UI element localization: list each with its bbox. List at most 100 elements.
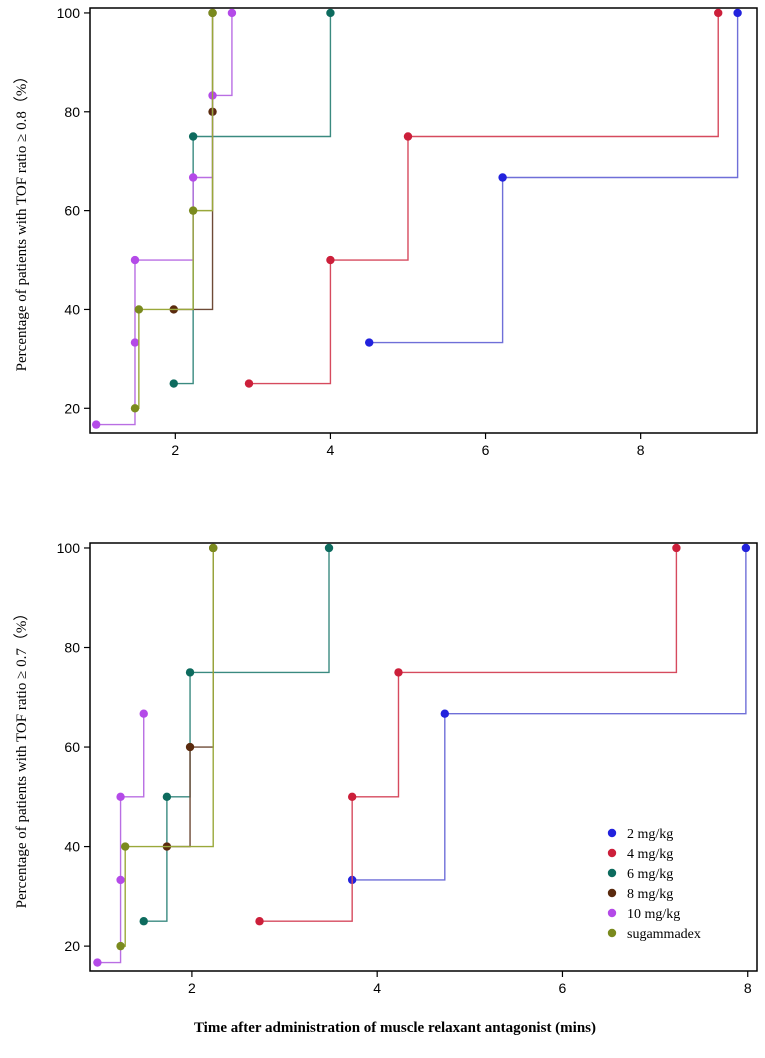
data-point bbox=[188, 173, 198, 182]
plot-frame bbox=[89, 7, 758, 434]
series-6-mg-kg bbox=[169, 8, 335, 388]
data-point bbox=[185, 742, 195, 752]
x-tick-label: 8 bbox=[744, 980, 752, 996]
legend-label: 10 mg/kg bbox=[627, 907, 680, 922]
series-line bbox=[248, 12, 719, 385]
legend-label: sugammadex bbox=[627, 927, 701, 942]
x-tick-label: 2 bbox=[171, 442, 179, 458]
series-line bbox=[134, 12, 214, 409]
legend-item-6-mg-kg: 6 mg/kg bbox=[607, 867, 673, 882]
data-point bbox=[116, 875, 125, 885]
data-point bbox=[347, 792, 357, 802]
data-point bbox=[365, 338, 374, 347]
data-point bbox=[93, 958, 102, 967]
series-2-mg-kg bbox=[365, 8, 742, 347]
legend-marker bbox=[607, 828, 617, 838]
y-tick-label: 40 bbox=[64, 839, 80, 855]
panel-bottom: 2 4 6 8 20 40 60 80 100 Percentage of patients w… bbox=[13, 540, 758, 1036]
legend-item-10-mg-kg: 10 mg/kg bbox=[607, 907, 680, 922]
y-tick-label: 80 bbox=[64, 640, 80, 656]
data-point bbox=[326, 255, 335, 265]
legend-label: 8 mg/kg bbox=[627, 887, 673, 902]
y-axis-label: Percentage of patients with TOF ratio ≥ … bbox=[13, 606, 30, 909]
series-line bbox=[352, 547, 747, 881]
legend-label: 4 mg/kg bbox=[627, 847, 673, 862]
legend-marker bbox=[607, 888, 617, 898]
series-4-mg-kg bbox=[244, 8, 723, 388]
y-tick-label: 40 bbox=[64, 301, 80, 317]
series-line bbox=[259, 547, 678, 922]
series-line bbox=[173, 12, 332, 385]
y-tick-label: 60 bbox=[64, 739, 80, 755]
data-point bbox=[227, 8, 237, 18]
x-tick-label: 4 bbox=[373, 980, 381, 996]
series-line bbox=[97, 713, 145, 964]
x-tick-label: 2 bbox=[188, 980, 196, 996]
series-sugammadex bbox=[130, 8, 217, 413]
data-point bbox=[130, 255, 140, 265]
series-sugammadex bbox=[116, 543, 218, 951]
series-line bbox=[143, 547, 330, 922]
x-tick-label: 6 bbox=[559, 980, 567, 996]
y-tick-label: 20 bbox=[64, 938, 80, 954]
data-point bbox=[741, 543, 751, 553]
data-point bbox=[209, 543, 218, 553]
data-point bbox=[324, 543, 334, 553]
data-point bbox=[130, 404, 140, 413]
data-point bbox=[440, 709, 450, 718]
data-point bbox=[188, 206, 198, 215]
data-point bbox=[394, 668, 403, 677]
data-point bbox=[116, 941, 125, 951]
legend-item-sugammadex: sugammadex bbox=[607, 927, 701, 942]
series-6-mg-kg bbox=[139, 543, 334, 926]
data-point bbox=[169, 379, 178, 388]
series-line bbox=[96, 12, 233, 426]
data-point bbox=[208, 8, 217, 18]
series-2-mg-kg bbox=[347, 543, 751, 885]
legend-label: 6 mg/kg bbox=[627, 867, 673, 882]
data-point bbox=[403, 132, 413, 141]
legend-marker bbox=[607, 848, 617, 858]
data-point bbox=[116, 792, 125, 802]
legend-item-4-mg-kg: 4 mg/kg bbox=[607, 847, 673, 862]
data-point bbox=[92, 420, 101, 429]
x-tick-label: 4 bbox=[327, 442, 335, 458]
series-10-mg-kg bbox=[93, 709, 148, 967]
legend-label: 2 mg/kg bbox=[627, 827, 673, 842]
data-point bbox=[714, 8, 723, 18]
x-tick-label: 8 bbox=[637, 442, 645, 458]
data-point bbox=[244, 379, 254, 388]
data-point bbox=[255, 917, 264, 926]
legend-item-2-mg-kg: 2 mg/kg bbox=[607, 827, 673, 842]
legend-marker bbox=[607, 908, 617, 918]
y-tick-label: 20 bbox=[64, 400, 80, 416]
series-4-mg-kg bbox=[255, 543, 681, 926]
y-tick-label: 60 bbox=[64, 203, 80, 219]
plot-frame bbox=[89, 542, 758, 972]
data-point bbox=[185, 668, 195, 677]
series-line bbox=[369, 12, 739, 344]
panel-top: 2 4 6 8 20 40 60 80 100 Percentage of patients w… bbox=[13, 5, 758, 458]
data-point bbox=[733, 8, 742, 18]
legend-marker bbox=[607, 868, 617, 878]
legend-item-8-mg-kg: 8 mg/kg bbox=[607, 887, 673, 902]
y-tick-label: 100 bbox=[57, 5, 81, 21]
data-point bbox=[139, 917, 148, 926]
x-tick-label: 6 bbox=[482, 442, 490, 458]
data-point bbox=[498, 173, 507, 182]
y-tick-label: 100 bbox=[57, 540, 81, 556]
data-point bbox=[672, 543, 681, 553]
legend: 2 mg/kg 4 mg/kg 6 mg/kg 8 mg/kg 10 mg/kg suga… bbox=[607, 827, 701, 942]
y-tick-label: 80 bbox=[64, 104, 80, 120]
data-point bbox=[130, 338, 140, 347]
legend-marker bbox=[607, 928, 617, 938]
data-point bbox=[139, 709, 148, 718]
data-point bbox=[188, 132, 198, 141]
data-point bbox=[134, 305, 144, 314]
series-10-mg-kg bbox=[92, 8, 237, 429]
data-point bbox=[162, 792, 172, 802]
data-point bbox=[121, 842, 130, 851]
data-point bbox=[326, 8, 335, 18]
x-axis-label: Time after administration of muscle rela… bbox=[194, 1020, 596, 1036]
